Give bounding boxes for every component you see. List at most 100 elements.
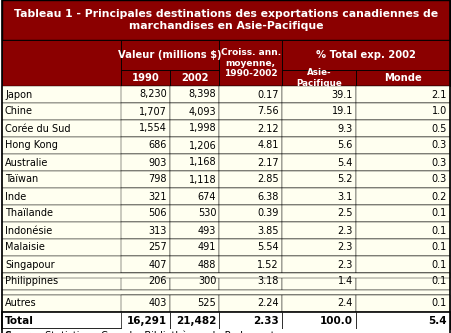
Bar (281, 256, 355, 273)
Text: 0.3: 0.3 (431, 141, 446, 151)
Bar (281, 103, 355, 120)
Bar (281, 40, 449, 70)
Bar (355, 86, 449, 103)
Bar (2, 103, 449, 120)
Bar (355, 239, 449, 256)
Text: 0.1: 0.1 (431, 208, 446, 218)
Bar (170, 295, 219, 312)
Bar (120, 222, 170, 239)
Bar (281, 273, 355, 290)
Text: Taïwan: Taïwan (5, 174, 38, 184)
Bar (2, 273, 449, 290)
Text: 21,482: 21,482 (175, 315, 216, 325)
Text: 16,291: 16,291 (127, 315, 166, 325)
Bar (281, 295, 355, 312)
Bar (281, 239, 355, 256)
Text: 0.3: 0.3 (431, 174, 446, 184)
Bar (219, 40, 281, 86)
Bar (2, 222, 449, 239)
Bar (170, 103, 219, 120)
Text: 2002: 2002 (180, 73, 208, 83)
Text: 1,118: 1,118 (188, 174, 216, 184)
Text: 1,206: 1,206 (188, 141, 216, 151)
Bar (2, 120, 449, 137)
Bar (219, 86, 281, 103)
Bar (2, 295, 449, 312)
Text: 407: 407 (148, 259, 166, 269)
Bar (2, 273, 449, 278)
Bar (120, 103, 170, 120)
Text: Philippines: Philippines (5, 276, 58, 286)
Text: 6.38: 6.38 (257, 191, 278, 201)
Bar (281, 154, 355, 171)
Bar (281, 137, 355, 154)
Text: 2.3: 2.3 (337, 242, 352, 252)
Text: 5.6: 5.6 (337, 141, 352, 151)
Bar (120, 256, 170, 273)
Bar (281, 86, 355, 103)
Text: 1.52: 1.52 (257, 259, 278, 269)
Bar (355, 205, 449, 222)
Bar (355, 312, 449, 329)
Text: Inde: Inde (5, 191, 26, 201)
Text: Valeur (millions $): Valeur (millions $) (118, 50, 221, 60)
Bar (281, 120, 355, 137)
Text: 1,998: 1,998 (188, 124, 216, 134)
Bar (170, 86, 219, 103)
Text: 19.1: 19.1 (331, 107, 352, 117)
Text: 2.24: 2.24 (257, 298, 278, 308)
Bar (2, 86, 449, 103)
Text: 2.85: 2.85 (257, 174, 278, 184)
Bar (120, 205, 170, 222)
Text: 1,707: 1,707 (139, 107, 166, 117)
Bar (355, 70, 449, 86)
Bar (281, 70, 355, 86)
Text: 8,230: 8,230 (139, 90, 166, 100)
Bar (219, 171, 281, 188)
Text: Thaïlande: Thaïlande (5, 208, 53, 218)
Text: Indonésie: Indonésie (5, 225, 52, 235)
Text: 0.17: 0.17 (257, 90, 278, 100)
Text: 321: 321 (148, 191, 166, 201)
Text: 9.3: 9.3 (337, 124, 352, 134)
Text: 2.5: 2.5 (337, 208, 352, 218)
Text: 5.4: 5.4 (428, 315, 446, 325)
Bar (2, 256, 449, 273)
Text: 674: 674 (198, 191, 216, 201)
Bar (120, 239, 170, 256)
Text: Tableau 1 - Principales destinations des exportations canadiennes de
marchandise: Tableau 1 - Principales destinations des… (14, 9, 437, 31)
Bar (120, 86, 170, 103)
Bar (120, 273, 170, 290)
Text: 0.1: 0.1 (431, 225, 446, 235)
Bar (170, 273, 219, 290)
Bar (219, 273, 281, 290)
Text: 1.0: 1.0 (431, 107, 446, 117)
Bar (219, 312, 281, 329)
Bar (2, 0, 449, 40)
Text: 0.3: 0.3 (431, 158, 446, 167)
Text: Chine: Chine (5, 107, 33, 117)
Bar (170, 205, 219, 222)
Bar (170, 222, 219, 239)
Text: 798: 798 (148, 174, 166, 184)
Text: 403: 403 (148, 298, 166, 308)
Bar (170, 239, 219, 256)
Bar (219, 103, 281, 120)
Bar (120, 70, 170, 86)
Text: 488: 488 (198, 259, 216, 269)
Text: Source :: Source : (5, 331, 50, 333)
Bar (120, 137, 170, 154)
Bar (170, 120, 219, 137)
Bar (2, 188, 449, 205)
Bar (219, 188, 281, 205)
Bar (170, 137, 219, 154)
Text: 2.1: 2.1 (431, 90, 446, 100)
Bar (170, 171, 219, 188)
Text: Malaisie: Malaisie (5, 242, 45, 252)
Text: 0.5: 0.5 (431, 124, 446, 134)
Text: 1990: 1990 (131, 73, 159, 83)
Text: 4.81: 4.81 (257, 141, 278, 151)
Text: 686: 686 (148, 141, 166, 151)
Text: % Total exp. 2002: % Total exp. 2002 (315, 50, 415, 60)
Text: Statistique Canada, Bibliothèque du Parlement: Statistique Canada, Bibliothèque du Parl… (42, 331, 274, 333)
